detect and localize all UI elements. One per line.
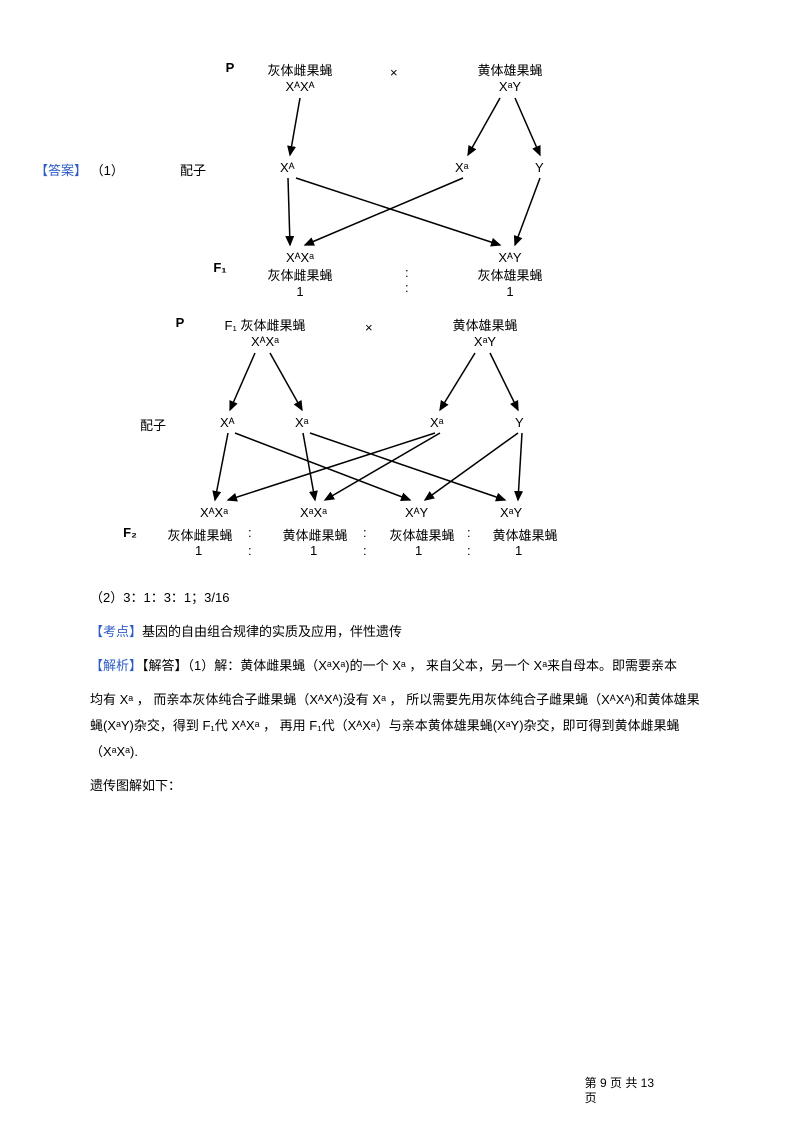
jiexi-row1: 【解析】【解答】（1）解：黄体雌果蝇（XᵃXᵃ)的一个 Xᵃ ， 来自父本，另一… [90, 653, 704, 679]
answer-2: （2）3：1：3：1；3/16 [90, 585, 704, 611]
footer-line1: 第 9 页 共 13 [585, 1076, 654, 1090]
diagram2-arrows [120, 315, 620, 565]
answer-bracket: 【答案】 [35, 163, 87, 178]
jiexi-row3: 遗传图解如下： [90, 773, 704, 799]
kaodian-text: 基因的自由组合规律的实质及应用，伴性遗传 [142, 624, 402, 639]
diagram-2: P F₁ 灰体雌果蝇 XᴬXᵃ × 黄体雄果蝇 XᵃY 配子 Xᴬ Xᵃ Xᵃ … [120, 315, 704, 565]
answer-num: （1） [91, 163, 124, 178]
jiexi-label: 【解析】 [90, 658, 142, 673]
jiexi-text1: 【解答】（1）解：黄体雌果蝇（XᵃXᵃ)的一个 Xᵃ ， 来自父本，另一个 Xᵃ… [142, 658, 677, 673]
page-footer: 第 9 页 共 13 页 [585, 1076, 654, 1105]
kaodian-label: 【考点】 [90, 624, 142, 639]
jiexi-row2: 均有 Xᵃ ， 而亲本灰体纯合子雌果蝇（XᴬXᴬ)没有 Xᵃ ， 所以需要先用灰… [90, 687, 704, 765]
answer-label: 【答案】 （1） [35, 160, 124, 179]
kaodian-row: 【考点】基因的自由组合规律的实质及应用，伴性遗传 [90, 619, 704, 645]
footer-line2: 页 [585, 1091, 654, 1105]
diagram-1: 【答案】 （1） P 灰体雌果蝇 XᴬXᴬ × 黄体雄果蝇 XᵃY 配子 Xᴬ … [120, 60, 704, 300]
diagram1-arrows [120, 60, 620, 300]
